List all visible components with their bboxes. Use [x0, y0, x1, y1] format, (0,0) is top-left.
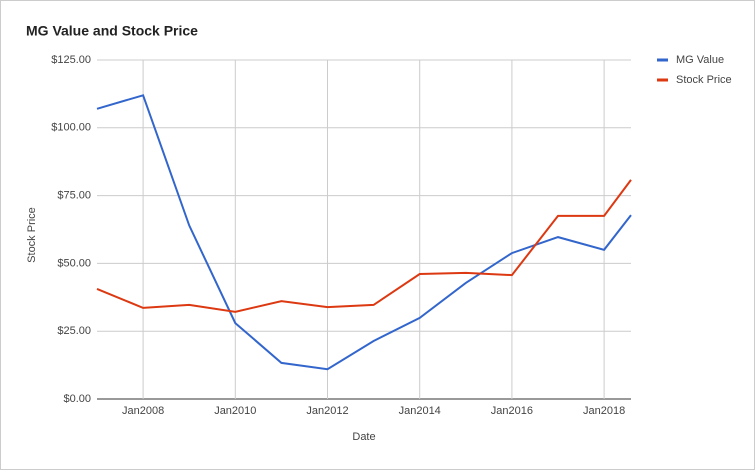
y-tick-label: $125.00	[51, 54, 91, 66]
y-tick-label: $0.00	[63, 393, 91, 405]
chart-title: MG Value and Stock Price	[26, 23, 198, 39]
y-tick-label: $75.00	[57, 190, 91, 202]
x-tick-label: Jan2008	[122, 405, 164, 417]
series-line	[96, 179, 632, 313]
x-tick-label: Jan2014	[399, 405, 441, 417]
y-tick-label: $100.00	[51, 122, 91, 134]
y-tick-label: $25.00	[57, 325, 91, 337]
x-tick-label: Jan2010	[214, 405, 256, 417]
y-tick-label: $50.00	[57, 257, 91, 269]
x-tick-label: Jan2018	[583, 405, 625, 417]
y-axis-title: Stock Price	[26, 207, 38, 263]
x-axis-title: Date	[352, 431, 375, 443]
x-tick-label: Jan2012	[306, 405, 348, 417]
legend-label: MG Value	[676, 54, 724, 66]
legend-label: Stock Price	[676, 74, 732, 86]
series-line	[96, 94, 632, 371]
x-tick-label: Jan2016	[491, 405, 533, 417]
